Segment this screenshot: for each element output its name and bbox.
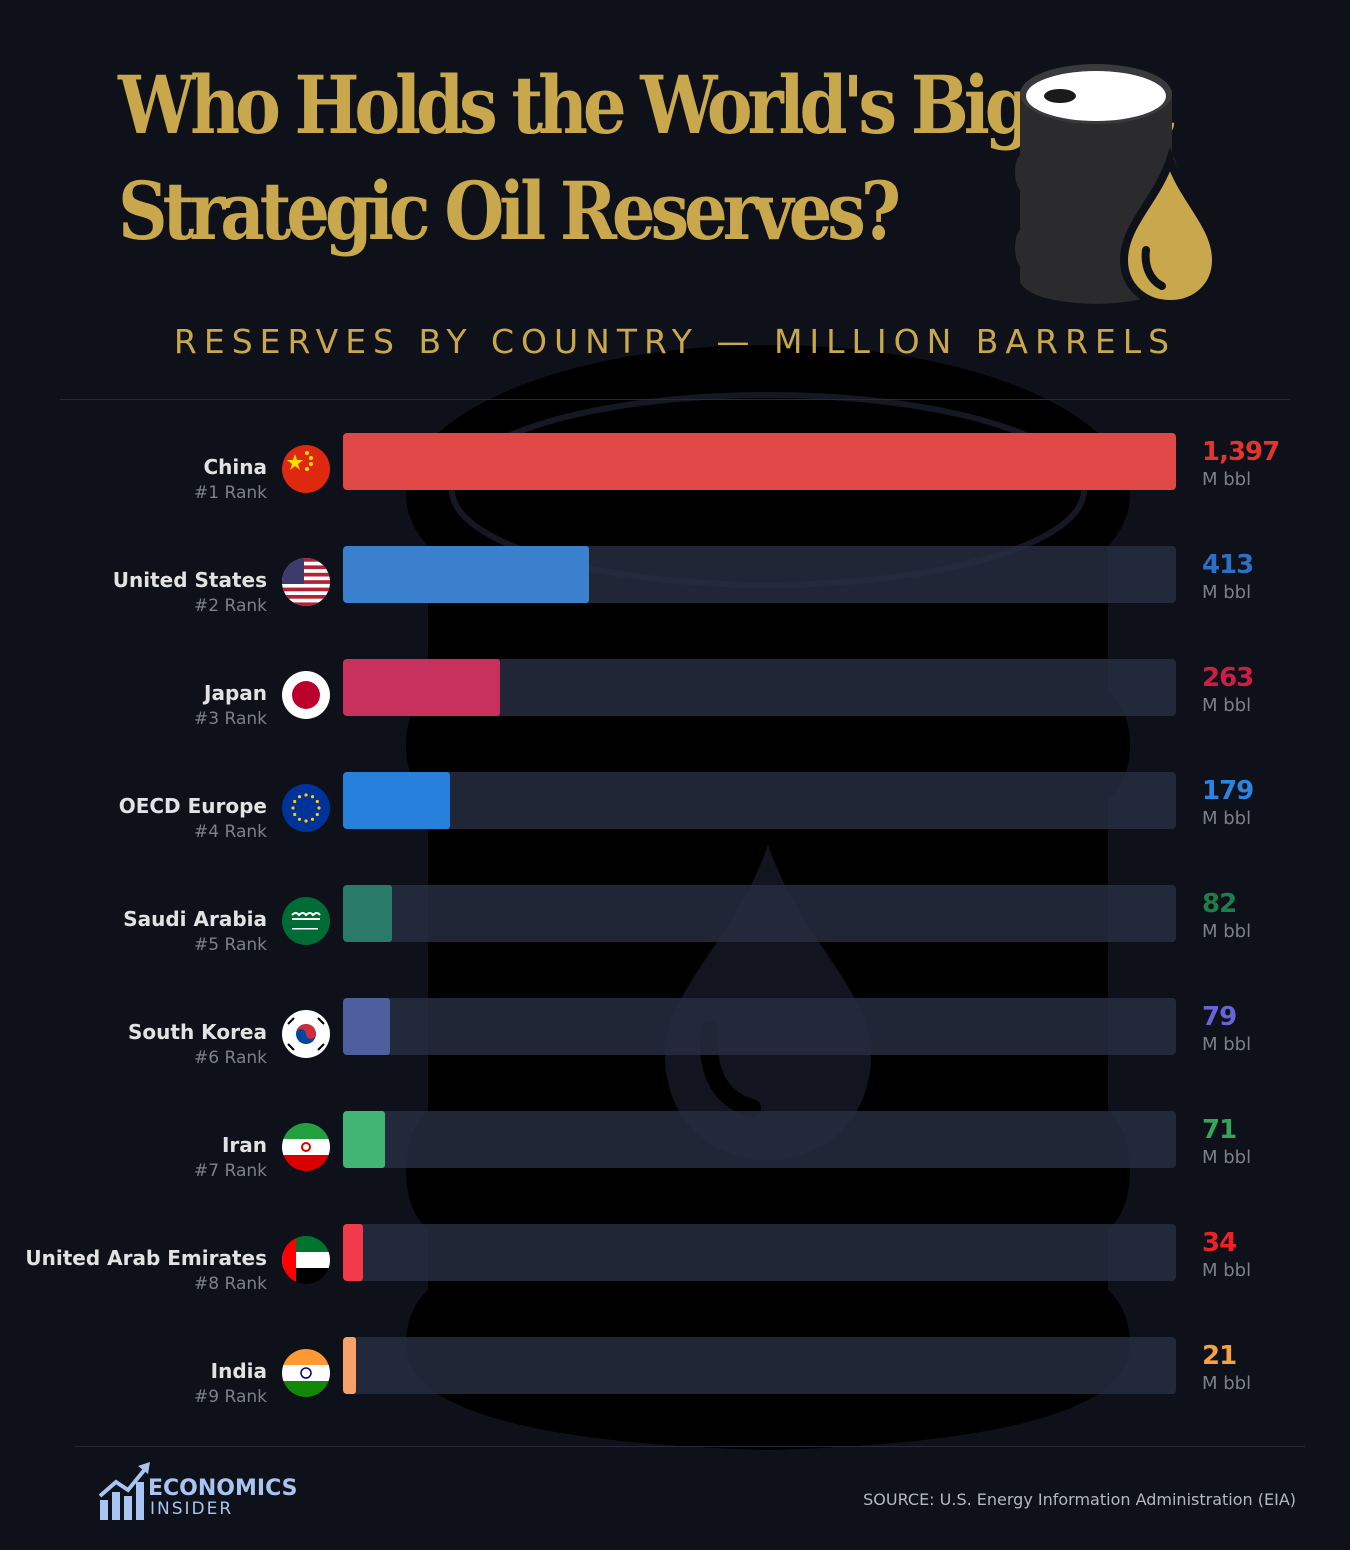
unit-label: M bbl: [1202, 808, 1252, 829]
rising-bar-chart-arrow-icon: [98, 1462, 150, 1520]
country-name-label: United Arab Emirates: [25, 1246, 267, 1270]
value-label: 82: [1202, 889, 1237, 919]
bar-row: United States #2 Rank 413 M bbl: [0, 546, 1350, 628]
country-name-label: OECD Europe: [118, 794, 267, 818]
usa-flag-icon: [282, 558, 330, 606]
bar-row: South Korea #6 Rank 79 M bbl: [0, 998, 1350, 1080]
country-name-label: South Korea: [128, 1020, 267, 1044]
source-note: SOURCE: U.S. Energy Information Administ…: [863, 1490, 1296, 1509]
japan-flag-icon: [282, 671, 330, 719]
bar-track: [343, 998, 1176, 1055]
iran-flag-icon: [282, 1123, 330, 1171]
brand-tagline: INSIDER: [150, 1499, 234, 1519]
unit-label: M bbl: [1202, 582, 1252, 603]
china-flag-icon: [282, 445, 330, 493]
country-name-label: India: [210, 1359, 267, 1383]
bottom-divider: [75, 1446, 1305, 1447]
country-name-label: United States: [112, 568, 267, 592]
rank-label: #3 Rank: [194, 709, 267, 729]
rank-label: #5 Rank: [194, 935, 267, 955]
bar-row: United Arab Emirates #8 Rank 34 M bbl: [0, 1224, 1350, 1306]
unit-label: M bbl: [1202, 1373, 1252, 1394]
bar-track: [343, 885, 1176, 942]
bar-track: [343, 1111, 1176, 1168]
unit-label: M bbl: [1202, 469, 1252, 490]
value-label: 263: [1202, 663, 1254, 693]
bar: [343, 1337, 356, 1394]
rank-label: #7 Rank: [194, 1161, 267, 1181]
country-name-label: Iran: [221, 1133, 267, 1157]
bar: [343, 772, 450, 829]
bar-row: OECD Europe #4 Rank 179 M bbl: [0, 772, 1350, 854]
rank-label: #2 Rank: [194, 596, 267, 616]
india-flag-icon: [282, 1349, 330, 1397]
korea-flag-icon: [282, 1010, 330, 1058]
rank-label: #9 Rank: [194, 1387, 267, 1407]
unit-label: M bbl: [1202, 921, 1252, 942]
oil-barrel-with-drop-icon: [1015, 64, 1221, 309]
bar: [343, 659, 500, 716]
brand-name: ECONOMICS: [148, 1476, 298, 1501]
bar: [343, 1111, 386, 1168]
chart-subtitle: RESERVES BY COUNTRY — MILLION BARRELS: [173, 322, 1177, 361]
bar: [343, 1224, 364, 1281]
bar-track: [343, 546, 1176, 603]
bar-row: China #1 Rank 1,397 M bbl: [0, 433, 1350, 515]
bar-row: India #9 Rank 21 M bbl: [0, 1337, 1350, 1419]
rank-label: #6 Rank: [194, 1048, 267, 1068]
unit-label: M bbl: [1202, 1147, 1252, 1168]
unit-label: M bbl: [1202, 1034, 1252, 1055]
country-name-label: Saudi Arabia: [123, 907, 267, 931]
bar-track: [343, 659, 1176, 716]
bar: [343, 998, 391, 1055]
rank-label: #4 Rank: [194, 822, 267, 842]
rank-label: #1 Rank: [194, 483, 267, 503]
bar-row: Iran #7 Rank 71 M bbl: [0, 1111, 1350, 1193]
bar: [343, 546, 590, 603]
country-name-label: Japan: [204, 681, 267, 705]
top-divider: [60, 399, 1290, 400]
unit-label: M bbl: [1202, 695, 1252, 716]
value-label: 1,397: [1202, 437, 1280, 467]
value-label: 79: [1202, 1002, 1237, 1032]
bar-track: [343, 772, 1176, 829]
value-label: 34: [1202, 1228, 1237, 1258]
eu-flag-icon: [282, 784, 330, 832]
bar: [343, 885, 392, 942]
bar-row: Japan #3 Rank 263 M bbl: [0, 659, 1350, 741]
value-label: 413: [1202, 550, 1254, 580]
bar-track: [343, 433, 1176, 490]
title-line-2: Strategic Oil Reserves?: [118, 164, 901, 258]
value-label: 179: [1202, 776, 1254, 806]
value-label: 71: [1202, 1115, 1237, 1145]
value-label: 21: [1202, 1341, 1237, 1371]
bar-row: Saudi Arabia #5 Rank 82 M bbl: [0, 885, 1350, 967]
uae-flag-icon: [282, 1236, 330, 1284]
unit-label: M bbl: [1202, 1260, 1252, 1281]
bar-track: [343, 1224, 1176, 1281]
bar-track: [343, 1337, 1176, 1394]
saudi-flag-icon: [282, 897, 330, 945]
rank-label: #8 Rank: [194, 1274, 267, 1294]
country-name-label: China: [203, 455, 267, 479]
bar: [343, 433, 1176, 490]
